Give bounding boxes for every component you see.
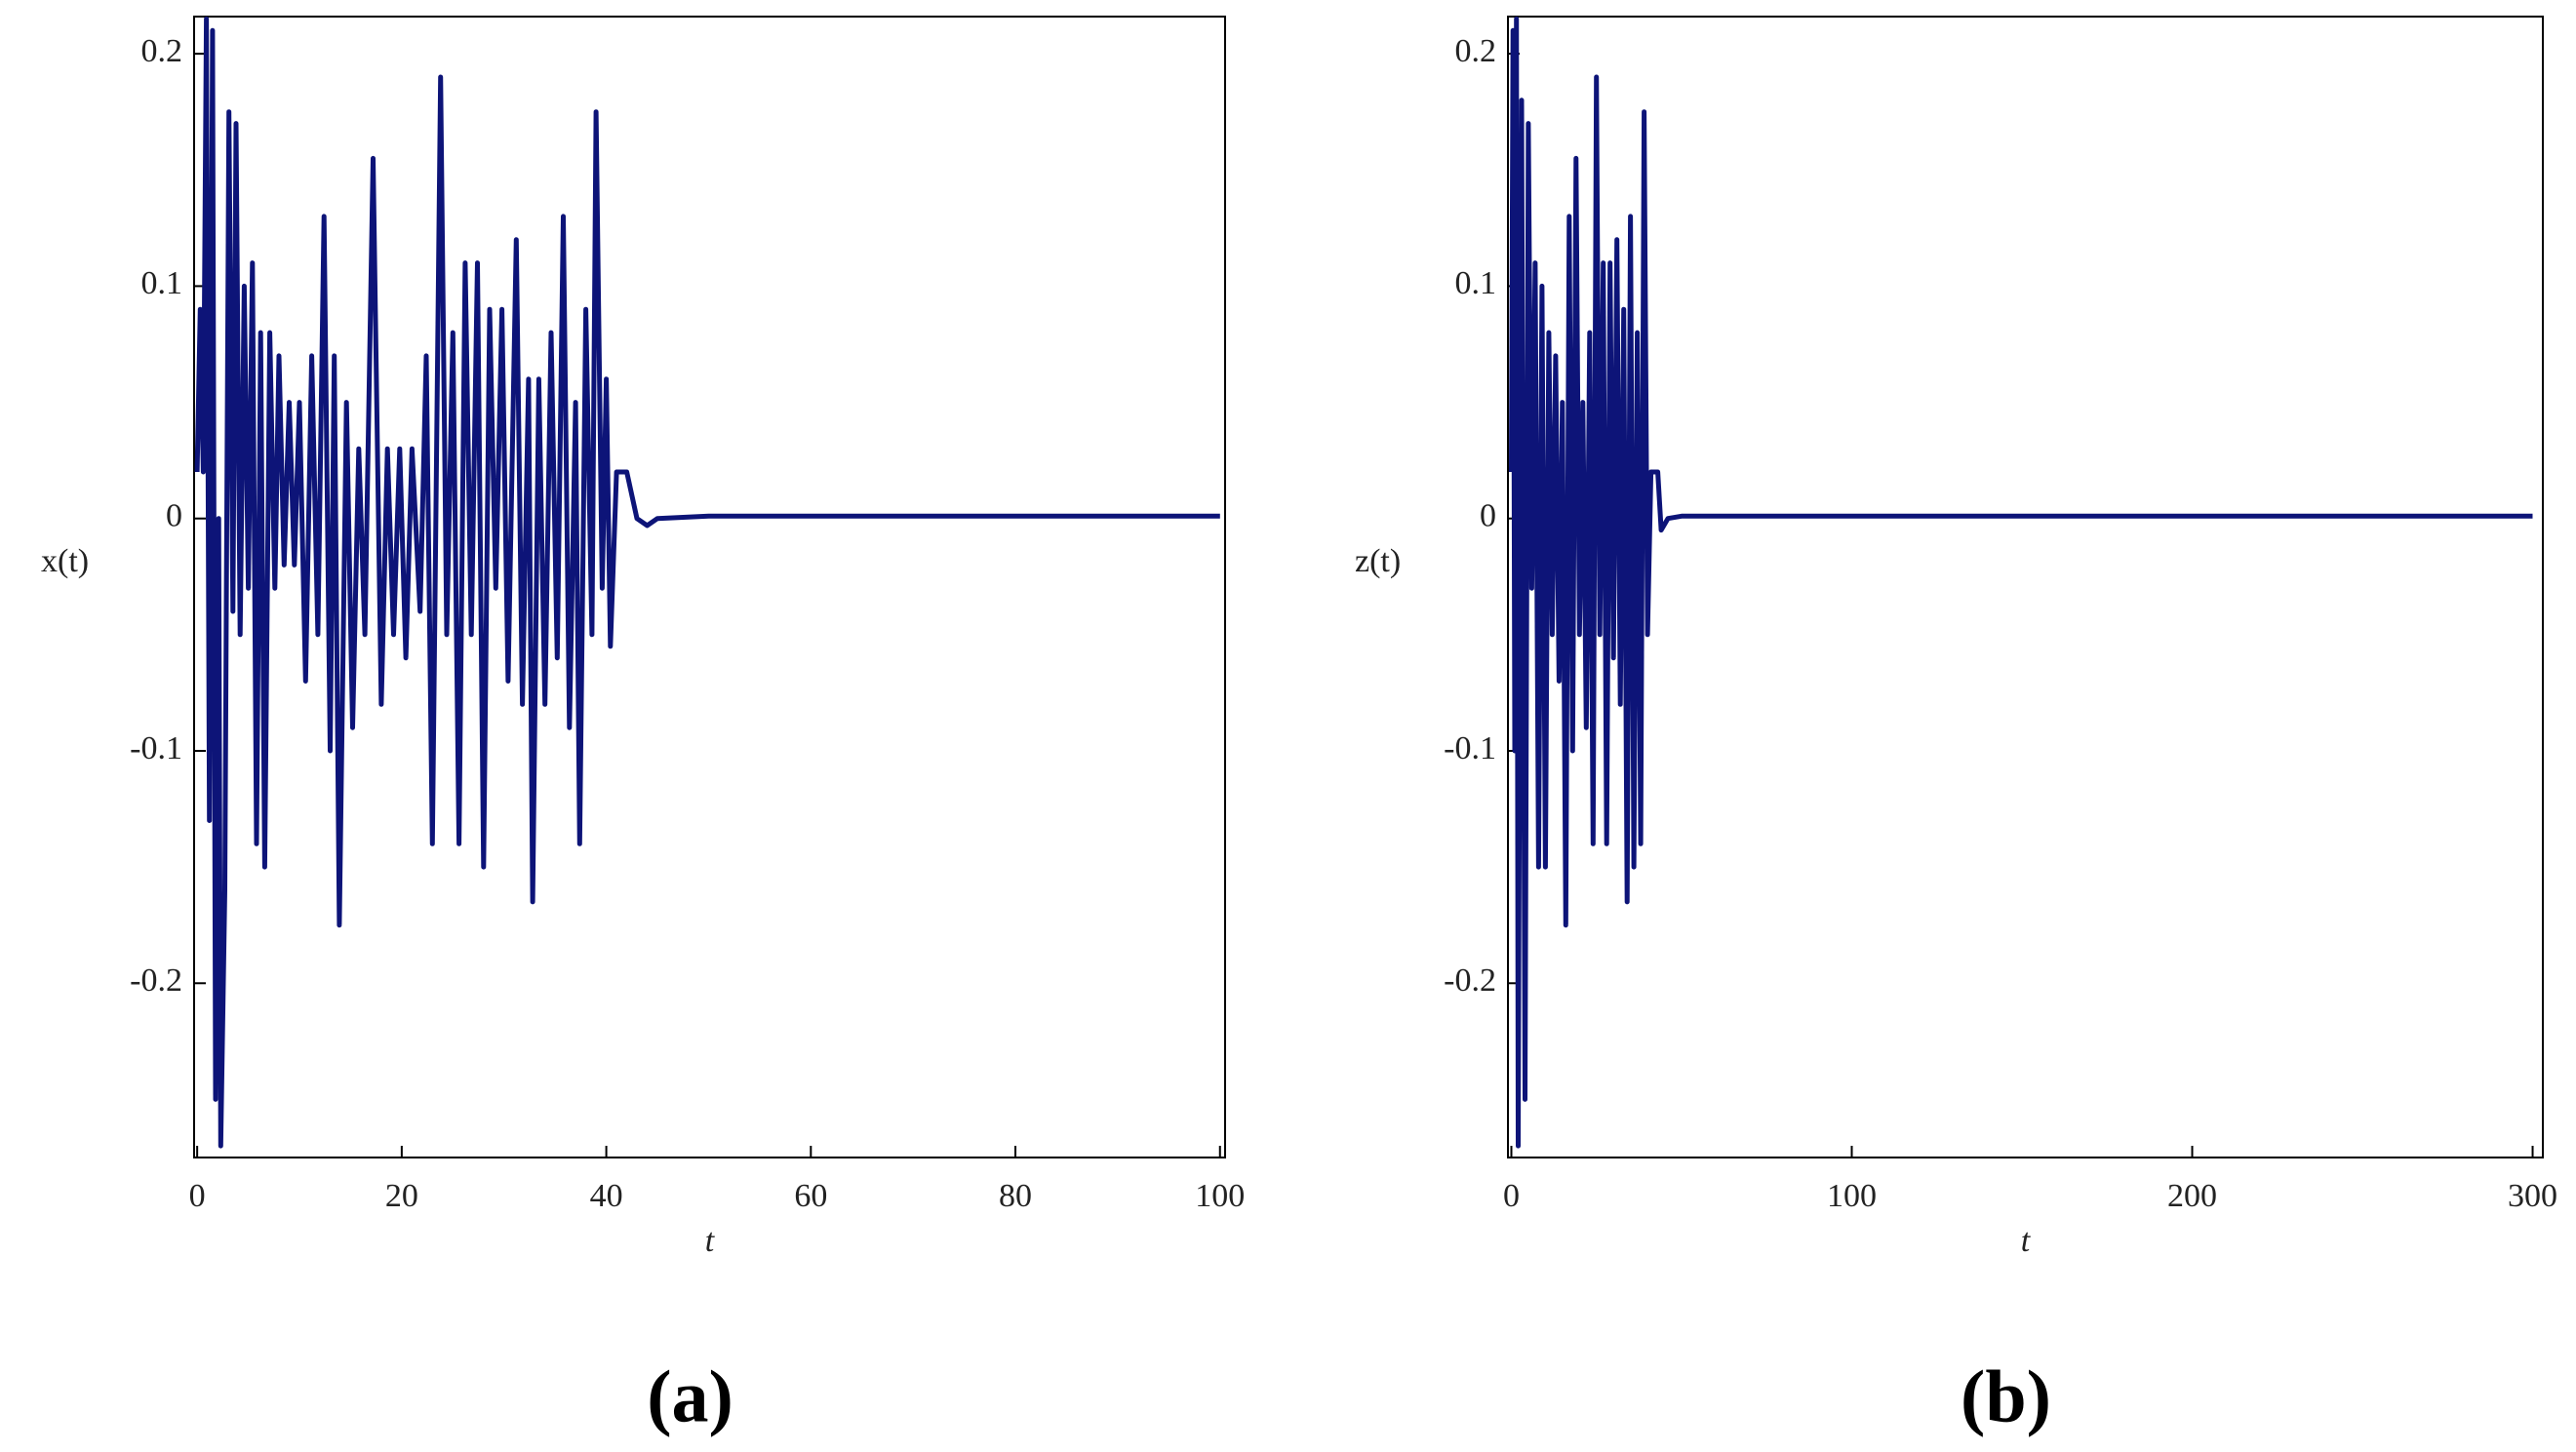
x-tick-label: 0: [1503, 1178, 1520, 1214]
caption: (a): [647, 1355, 733, 1437]
x-tick-label: 80: [999, 1178, 1032, 1214]
y-tick-label: -0.2: [1444, 962, 1496, 999]
x-tick-label: 0: [189, 1178, 206, 1214]
x-axis-label: t: [2021, 1223, 2032, 1259]
y-tick-label: 0: [166, 498, 182, 534]
x-tick-label: 60: [794, 1178, 827, 1214]
y-tick-label: 0.1: [141, 265, 183, 301]
x-tick-label: 100: [1827, 1178, 1877, 1214]
y-tick-label: 0.1: [1455, 265, 1497, 301]
x-axis-label: t: [705, 1223, 716, 1259]
plot-frame: [193, 16, 1226, 1158]
x-tick-label: 40: [590, 1178, 623, 1214]
data-line: [1509, 16, 2533, 1149]
y-axis-label: z(t): [1355, 543, 1401, 579]
caption: (b): [1961, 1355, 2051, 1437]
y-tick-label: -0.2: [130, 962, 182, 999]
y-axis-label: x(t): [41, 543, 89, 579]
x-tick-label: 100: [1195, 1178, 1245, 1214]
y-tick-label: 0: [1480, 498, 1496, 534]
data-line: [194, 16, 1220, 1149]
x-tick-label: 200: [2167, 1178, 2217, 1214]
x-tick-label: 20: [385, 1178, 418, 1214]
x-tick-label: 300: [2508, 1178, 2557, 1214]
y-tick-label: 0.2: [141, 33, 183, 69]
y-tick-label: -0.1: [130, 730, 182, 766]
plot-frame: [1507, 16, 2544, 1158]
y-tick-label: 0.2: [1455, 33, 1497, 69]
y-tick-label: -0.1: [1444, 730, 1496, 766]
